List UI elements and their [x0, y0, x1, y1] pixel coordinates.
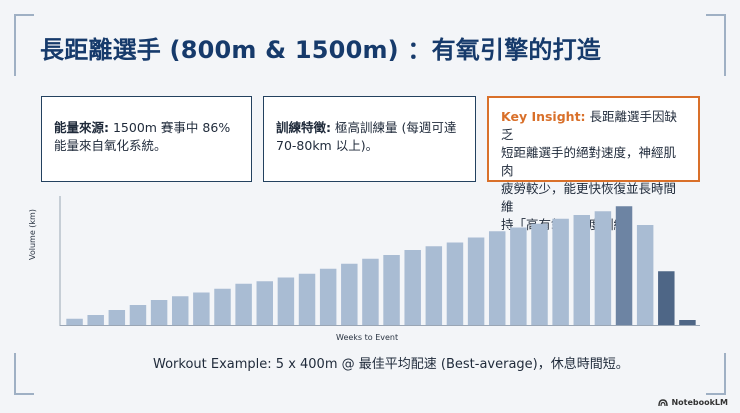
frame-corner-top-left: [14, 14, 34, 76]
chart-bar-18: [425, 246, 443, 325]
training-feature-label: 訓練特徵:: [276, 120, 331, 135]
notebooklm-logo-icon: [658, 398, 669, 406]
training-feature-text-2: 70-80km 以上)。: [276, 138, 379, 153]
frame-corner-bottom-right: [706, 353, 726, 395]
chart-bar-15: [362, 258, 379, 325]
chart-bar-29: [658, 271, 675, 325]
chart-bar-25: [573, 215, 590, 325]
key-insight-label: Key Insight:: [501, 109, 586, 124]
chart-bar-4: [129, 305, 147, 325]
energy-source-text-1: 1500m 賽事中 86%: [109, 120, 231, 135]
chart-bar-10: [256, 281, 273, 325]
chart-bar-3: [108, 310, 126, 325]
chart-bar-2: [87, 315, 104, 325]
key-insight-line-3: 疲勞較少，能更快恢復並長時間維: [501, 181, 677, 214]
chart-bar-1: [66, 318, 83, 325]
chart-bar-20: [467, 237, 485, 325]
chart-bar-13: [319, 268, 337, 325]
notebooklm-brand: NotebookLM: [658, 398, 728, 407]
chart-bar-14: [341, 263, 358, 325]
chart-bar-6: [171, 296, 189, 325]
chart-bar-9: [235, 283, 252, 325]
chart-bar-8: [214, 288, 231, 325]
brand-label: NotebookLM: [671, 398, 728, 407]
chart-bar-19: [446, 242, 464, 325]
chart-bar-24: [552, 218, 569, 325]
training-feature-card: 訓練特徵: 極高訓練量 (每週可達 70-80km 以上)。: [263, 96, 476, 182]
chart-bar-22: [510, 227, 527, 325]
energy-source-label: 能量來源:: [54, 120, 109, 135]
chart-bar-17: [404, 250, 421, 325]
chart-bar-7: [193, 292, 210, 325]
chart-bar-16: [383, 255, 400, 325]
chart-bar-23: [531, 223, 548, 325]
training-feature-text-1: 極高訓練量 (每週可達: [331, 120, 457, 135]
chart-bar-27: [615, 206, 633, 325]
key-insight-line-1: 長距離選手因缺乏: [501, 109, 678, 142]
energy-source-text-2: 能量來自氧化系統。: [54, 138, 167, 153]
frame-corner-top-right: [706, 14, 726, 76]
chart-bar-26: [594, 211, 612, 325]
page-title: 長距離選手 (800m & 1500m) ：有氧引擎的打造: [40, 36, 601, 64]
chart-bar-21: [488, 231, 506, 325]
key-insight-card: Key Insight: 長距離選手因缺乏 短距離選手的絕對速度，神經肌肉 疲勞…: [487, 96, 700, 232]
y-axis-label: Volume (km): [28, 209, 37, 260]
key-insight-line-2: 短距離選手的絕對速度，神經肌肉: [501, 145, 677, 178]
chart-bar-5: [150, 300, 168, 325]
workout-example: Workout Example: 5 x 400m @ 最佳平均配速 (Best…: [153, 357, 629, 372]
frame-corner-bottom-left: [14, 353, 34, 395]
chart-bar-12: [298, 273, 316, 325]
bars-group: [66, 206, 696, 325]
chart-bar-11: [277, 277, 295, 325]
x-axis-label: Weeks to Event: [336, 333, 399, 342]
chart-bar-28: [636, 225, 654, 325]
chart-bar-30: [679, 320, 696, 325]
energy-source-card: 能量來源: 1500m 賽事中 86% 能量來自氧化系統。: [41, 96, 252, 182]
